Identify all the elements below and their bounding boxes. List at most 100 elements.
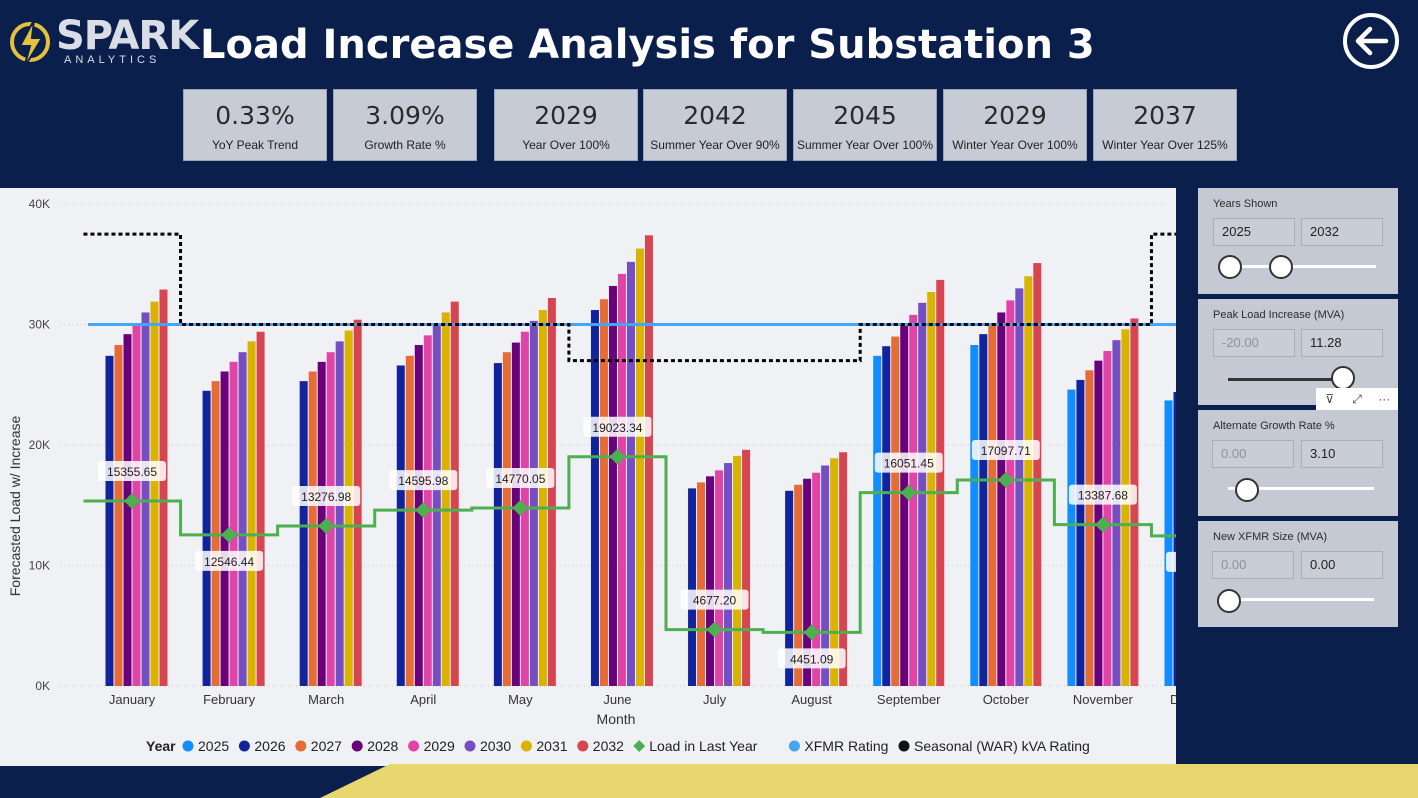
load-marker (124, 492, 140, 509)
data-label-bg (874, 452, 943, 473)
xfmr-slider-track[interactable] (1228, 598, 1374, 601)
x-tick-label: May (508, 692, 533, 707)
load-marker (803, 624, 820, 641)
lightning-bolt-icon (10, 19, 50, 69)
years-slider-min-thumb[interactable] (1218, 255, 1242, 279)
load-marker (706, 621, 723, 638)
bar-2025 (1164, 400, 1173, 686)
kpi-winter-year-over-125: 2037 Winter Year Over 125% (1093, 89, 1237, 161)
seasonal-rating-line (83, 232, 1176, 363)
y-tick-label: 40K (29, 197, 50, 211)
data-label: 17097.71 (981, 444, 1031, 458)
x-tick-label: September (877, 692, 941, 707)
peak-load-filter: Peak Load Increase (MVA) -20.00 11.28 (1198, 299, 1398, 405)
bar-2030 (432, 324, 441, 686)
legend-label: 2031 (536, 738, 567, 754)
bar-2026 (1173, 391, 1176, 686)
bar-2031 (733, 455, 742, 686)
xfmr-max-input[interactable]: 0.00 (1301, 551, 1383, 579)
bar-2028 (900, 325, 909, 686)
brand-tagline: ANALYTICS (64, 54, 161, 66)
legend-label: Seasonal (WAR) kVA Rating (914, 738, 1090, 754)
legend-marker (464, 740, 476, 752)
bar-2030 (724, 463, 733, 686)
bar-2027 (988, 323, 997, 686)
kpi-value: 3.09% (365, 101, 445, 130)
focus-mode-icon[interactable]: ⤢ (1352, 392, 1362, 406)
kpi-label: Winter Year Over 125% (1102, 138, 1228, 152)
bar-2027 (794, 484, 803, 686)
bar-2030 (238, 352, 247, 686)
x-tick-label: February (203, 692, 256, 707)
kpi-value: 0.33% (215, 101, 295, 130)
peak-load-min-input[interactable]: -20.00 (1213, 329, 1295, 357)
bar-2031 (441, 312, 450, 686)
growth-rate-min-input[interactable]: 0.00 (1212, 440, 1294, 468)
data-label-bg (583, 416, 652, 437)
x-tick-label: March (308, 692, 344, 707)
filter-icon[interactable]: ⊽ (1325, 392, 1335, 406)
bar-2028 (803, 478, 812, 686)
peak-load-max-input[interactable]: 11.28 (1301, 329, 1383, 357)
load-marker (318, 518, 335, 535)
decorative-stripe (320, 764, 1418, 798)
growth-rate-max-input[interactable]: 3.10 (1301, 440, 1383, 468)
x-tick-label: October (983, 692, 1030, 707)
load-chart: Forecasted Load w/ Increase Month 0K 10K 2… (7, 197, 1176, 754)
bar-2028 (997, 312, 1006, 686)
legend-marker (898, 740, 910, 752)
back-button[interactable] (1342, 12, 1400, 70)
bar-2027 (308, 371, 317, 686)
data-label-bg (292, 486, 361, 507)
more-options-icon[interactable]: ··· (1378, 392, 1391, 406)
bar-2027 (114, 344, 123, 686)
bar-2031 (150, 301, 159, 686)
x-tick-label: June (603, 692, 631, 707)
legend-marker (182, 740, 194, 752)
bar-2026 (105, 355, 114, 686)
xfmr-slider-thumb[interactable] (1217, 589, 1241, 613)
bar-2032 (547, 297, 556, 686)
legend-label: 2030 (480, 738, 511, 754)
growth-rate-slider-track[interactable] (1228, 487, 1374, 490)
years-slider-max-thumb[interactable] (1269, 255, 1293, 279)
bar-2032 (256, 331, 265, 686)
kpi-value: 2045 (833, 101, 897, 130)
growth-rate-slider-thumb[interactable] (1235, 478, 1259, 502)
years-max-input[interactable]: 2032 (1301, 218, 1383, 246)
bar-2031 (247, 341, 256, 686)
legend-marker (408, 740, 420, 752)
bar-2030 (141, 312, 150, 686)
peak-load-slider-track[interactable] (1228, 378, 1346, 381)
xfmr-min-input[interactable]: 0.00 (1212, 551, 1294, 579)
load-marker (221, 526, 238, 543)
bar-2027 (697, 482, 706, 686)
kpi-label: Growth Rate % (364, 138, 446, 152)
bar-2026 (202, 390, 211, 686)
bar-2029 (1006, 300, 1015, 686)
legend-marker (577, 740, 589, 752)
data-label-bg (486, 468, 555, 489)
bar-2032 (1033, 263, 1042, 686)
bar-2029 (617, 273, 626, 686)
x-tick-label: November (1073, 692, 1134, 707)
bar-2029 (132, 323, 141, 686)
years-slider-track[interactable] (1230, 265, 1376, 268)
data-label-bg (971, 439, 1040, 460)
data-label: 13387.68 (1078, 489, 1128, 503)
load-marker (900, 484, 917, 501)
x-tick-label: April (410, 692, 436, 707)
bar-2032 (450, 301, 459, 686)
y-tick-label: 10K (29, 559, 50, 573)
legend-marker (351, 740, 363, 752)
bar-2026 (1076, 379, 1085, 686)
chart-panel: Forecasted Load w/ Increase Month 0K 10K 2… (0, 188, 1176, 766)
bar-2031 (1121, 329, 1130, 686)
bar-2028 (706, 476, 715, 686)
peak-load-slider-thumb[interactable] (1331, 366, 1355, 390)
bar-2027 (1085, 370, 1094, 686)
years-min-input[interactable]: 2025 (1213, 218, 1295, 246)
x-tick-label: December (1170, 692, 1176, 707)
bar-2031 (344, 330, 353, 686)
y-tick-label: 20K (29, 438, 50, 452)
